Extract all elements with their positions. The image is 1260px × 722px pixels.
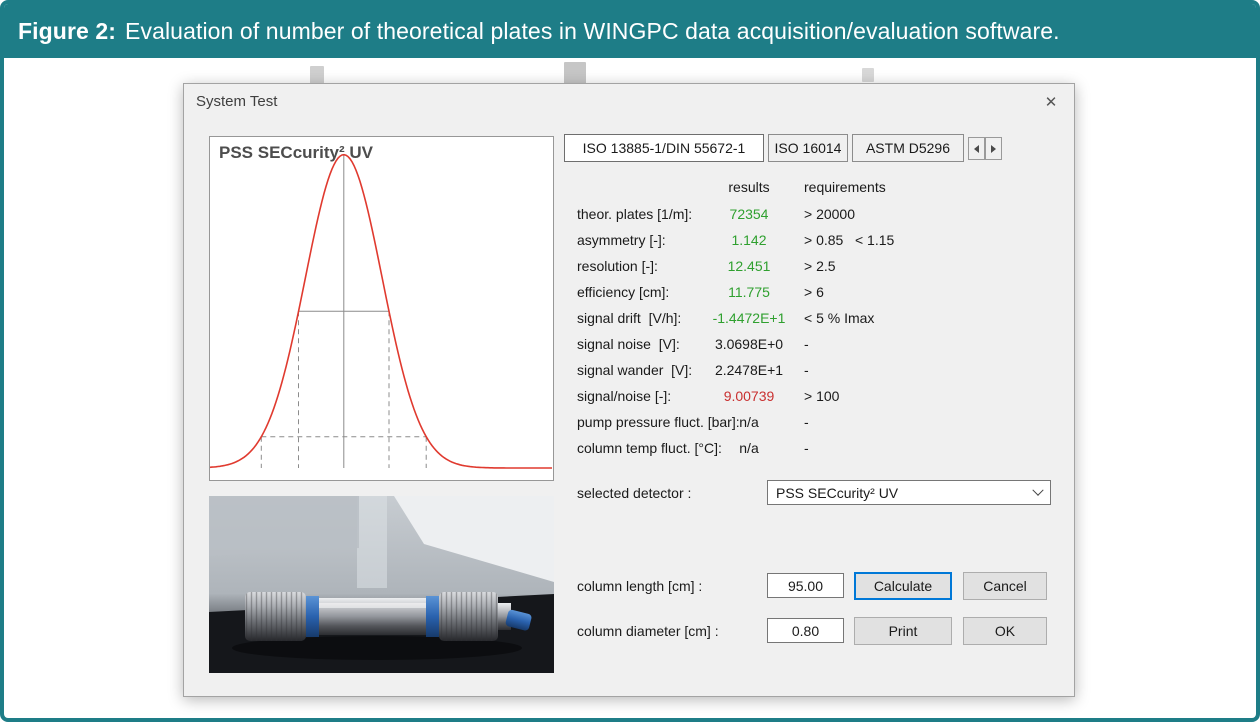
row-requirement: - [804, 336, 809, 352]
row-label: asymmetry [-]: [577, 232, 666, 248]
result-row-signal-drift: signal drift [V/h]: -1.4472E+1 < 5 % Ima… [184, 310, 1074, 336]
result-row-pump-pressure-fluct: pump pressure fluct. [bar]: n/a - [184, 414, 1074, 440]
row-result-value: 1.142 [731, 232, 767, 248]
print-button[interactable]: Print [854, 617, 952, 645]
tab-scroll-left-icon [974, 144, 979, 153]
sec-column-graphic [245, 592, 532, 641]
result-row-signal-wander: signal wander [V]: 2.2478E+1 - [184, 362, 1074, 388]
detector-dropdown[interactable]: PSS SECcurity² UV [767, 480, 1051, 505]
background-window-artifact [310, 66, 324, 84]
result-row-signal-noise-ratio: signal/noise [-]: 9.00739 > 100 [184, 388, 1074, 414]
column-header-results: results [728, 179, 770, 195]
row-requirement: - [804, 362, 809, 378]
row-label: efficiency [cm]: [577, 284, 670, 300]
row-label: signal/noise [-]: [577, 388, 672, 404]
background-window-artifact [862, 68, 874, 82]
tab-scroll-left-button[interactable] [968, 137, 985, 160]
row-label: signal noise [V]: [577, 336, 680, 352]
column-diameter-label: column diameter [cm] : [577, 623, 719, 639]
row-label: signal drift [V/h]: [577, 310, 682, 326]
row-requirement: > 0.85 < 1.15 [804, 232, 895, 248]
gaussian-peak-plot [209, 137, 553, 480]
column-photo-image [209, 496, 554, 673]
row-result-value: 11.775 [728, 284, 770, 300]
result-row-theor-plates: theor. plates [1/m]: 72354 > 20000 [184, 206, 1074, 232]
row-requirement: > 2.5 [804, 258, 836, 274]
result-row-asymmetry: asymmetry [-]: 1.142 > 0.85 < 1.15 [184, 232, 1074, 258]
detector-dropdown-value: PSS SECcurity² UV [776, 484, 899, 501]
result-row-resolution: resolution [-]: 12.451 > 2.5 [184, 258, 1074, 284]
column-header-requirements: requirements [804, 179, 886, 195]
peak-chart: PSS SECcurity² UV [209, 136, 554, 481]
chevron-down-icon [1032, 484, 1044, 496]
row-requirement: < 5 % Imax [804, 310, 875, 326]
close-icon[interactable]: ✕ [1044, 93, 1058, 111]
result-row-efficiency: efficiency [cm]: 11.775 > 6 [184, 284, 1074, 310]
result-row-signal-noise: signal noise [V]: 3.0698E+0 - [184, 336, 1074, 362]
column-length-label: column length [cm] : [577, 578, 703, 594]
row-result-value: n/a [739, 414, 759, 430]
row-requirement: - [804, 440, 809, 456]
tab-astm-d5296[interactable]: ASTM D5296 [852, 134, 964, 162]
row-result-value: 12.451 [727, 258, 771, 274]
row-result-value: 9.00739 [723, 388, 775, 404]
system-test-dialog: System Test ✕ PSS SECcurity² UV [183, 83, 1075, 697]
column-length-input[interactable] [767, 573, 844, 598]
row-result-value: -1.4472E+1 [712, 310, 786, 326]
selected-detector-label: selected detector : [577, 485, 692, 501]
figure-label: Figure 2: [18, 17, 117, 44]
row-requirement: - [804, 414, 809, 430]
row-label: signal wander [V]: [577, 362, 693, 378]
row-requirement: > 20000 [804, 206, 855, 222]
tab-iso-13885-din-55672[interactable]: ISO 13885-1/DIN 55672-1 [564, 134, 764, 162]
row-label: theor. plates [1/m]: [577, 206, 693, 222]
ok-button[interactable]: OK [963, 617, 1047, 645]
figure-caption-text: Evaluation of number of theoretical plat… [125, 17, 1060, 44]
row-label: resolution [-]: [577, 258, 658, 274]
row-label: pump pressure fluct. [bar]: [577, 414, 740, 430]
column-diameter-input[interactable] [767, 618, 844, 643]
figure-caption-banner: Figure 2: Evaluation of number of theore… [4, 4, 1256, 58]
row-label: column temp fluct. [°C]: [577, 440, 722, 456]
background-window-artifact [564, 62, 586, 84]
dialog-title: System Test [196, 93, 278, 110]
tab-iso-16014[interactable]: ISO 16014 [768, 134, 848, 162]
cancel-button[interactable]: Cancel [963, 572, 1047, 600]
row-result-value: 2.2478E+1 [714, 362, 784, 378]
row-result-value: 3.0698E+0 [714, 336, 784, 352]
chart-detector-label: PSS SECcurity² UV [219, 143, 373, 162]
column-photo [209, 496, 554, 673]
tab-scroll-right-button[interactable] [985, 137, 1002, 160]
calculate-button[interactable]: Calculate [854, 572, 952, 600]
tab-scroll-right-icon [991, 144, 996, 153]
row-requirement: > 100 [804, 388, 840, 404]
row-result-value: n/a [739, 440, 759, 456]
row-result-value: 72354 [729, 206, 769, 222]
row-requirement: > 6 [804, 284, 824, 300]
result-row-column-temp-fluct: column temp fluct. [°C]: n/a - [184, 440, 1074, 466]
